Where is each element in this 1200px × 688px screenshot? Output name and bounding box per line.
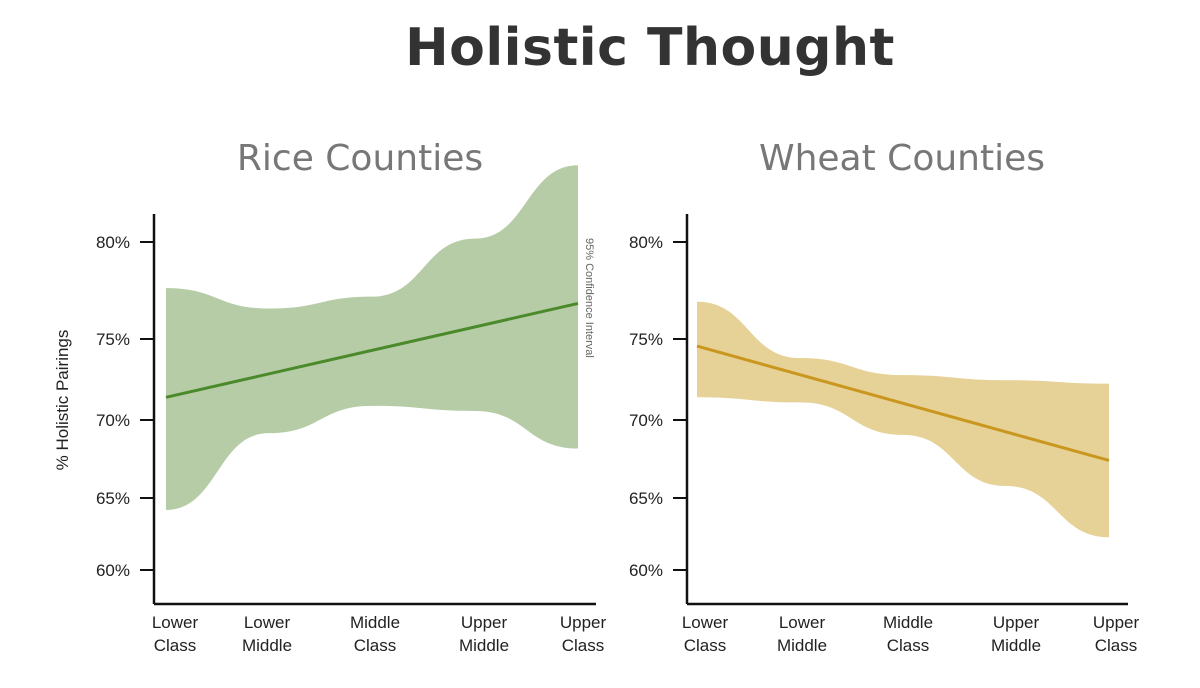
y-tick-label: 75% bbox=[629, 330, 663, 349]
x-tick-label-line: Middle bbox=[883, 613, 933, 632]
y-tick-label: 80% bbox=[96, 233, 130, 252]
ci-annotation: 95% Confidence Interval bbox=[583, 238, 595, 358]
trend-line bbox=[696, 344, 1110, 462]
x-tick-label-line: Lower bbox=[244, 613, 291, 632]
x-tick-label: Lower Middle bbox=[777, 613, 827, 655]
x-tick-label: Lower Class bbox=[152, 613, 199, 655]
y-tick-label: 70% bbox=[96, 411, 130, 430]
x-tick-label-line: Middle bbox=[459, 636, 509, 655]
x-tick-label-line: Class bbox=[887, 636, 930, 655]
x-tick-label-line: Class bbox=[562, 636, 605, 655]
x-tick-label-line: Upper bbox=[993, 613, 1040, 632]
x-tick-label: Middle Class bbox=[350, 613, 400, 655]
x-tick-label-line: Upper bbox=[1093, 613, 1140, 632]
x-tick-label: Lower Class bbox=[682, 613, 729, 655]
panel-title: Wheat Counties bbox=[759, 138, 1045, 179]
x-tick-label: Upper Class bbox=[560, 613, 607, 655]
x-tick-label: Upper Middle bbox=[459, 613, 509, 655]
x-tick-label-line: Lower bbox=[152, 613, 199, 632]
x-tick-label-line: Lower bbox=[779, 613, 826, 632]
y-tick-label: 60% bbox=[96, 561, 130, 580]
x-tick-label: Upper Class bbox=[1093, 613, 1140, 655]
x-tick-label-line: Middle bbox=[991, 636, 1041, 655]
confidence-band bbox=[697, 301, 1109, 538]
x-tick-label-line: Middle bbox=[350, 613, 400, 632]
panel-title: Rice Counties bbox=[237, 138, 483, 179]
x-tick-label-line: Class bbox=[684, 636, 727, 655]
x-tick-label-line: Upper bbox=[560, 613, 607, 632]
x-tick-label-line: Middle bbox=[242, 636, 292, 655]
x-tick-label-line: Class bbox=[1095, 636, 1138, 655]
x-tick-label-line: Class bbox=[354, 636, 397, 655]
main-title: Holistic Thought bbox=[405, 18, 895, 78]
x-tick-label: Lower Middle bbox=[242, 613, 292, 655]
y-axis-label: % Holistic Pairings bbox=[53, 330, 72, 471]
y-tick-label: 65% bbox=[629, 489, 663, 508]
x-tick-label-line: Class bbox=[154, 636, 197, 655]
y-tick-label: 70% bbox=[629, 411, 663, 430]
x-tick-label-line: Lower bbox=[682, 613, 729, 632]
x-tick-label-line: Middle bbox=[777, 636, 827, 655]
trend-line bbox=[165, 301, 579, 399]
y-tick-label: 80% bbox=[629, 233, 663, 252]
y-tick-label: 65% bbox=[96, 489, 130, 508]
x-tick-label: Upper Middle bbox=[991, 613, 1041, 655]
y-tick-label: 60% bbox=[629, 561, 663, 580]
confidence-band bbox=[166, 165, 578, 510]
y-tick-label: 75% bbox=[96, 330, 130, 349]
x-tick-label: Middle Class bbox=[883, 613, 933, 655]
x-tick-label-line: Upper bbox=[461, 613, 508, 632]
